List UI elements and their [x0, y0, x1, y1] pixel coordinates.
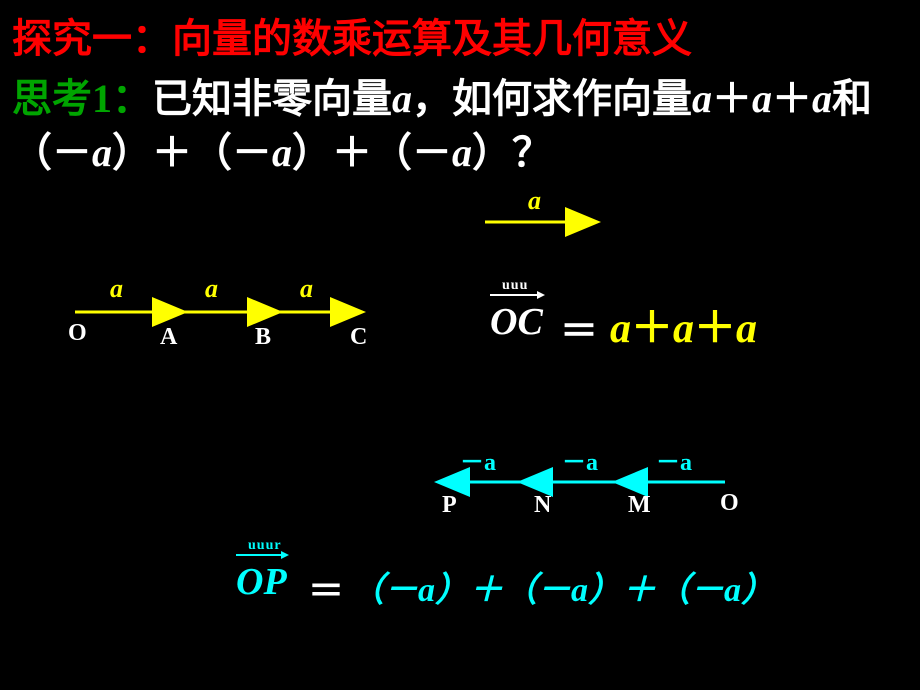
body-a1: a — [392, 76, 412, 121]
pt-B: B — [255, 324, 271, 351]
vec-op-text: OP — [236, 560, 287, 604]
vec-oc: OC — [490, 300, 543, 344]
neg3: －a — [656, 450, 692, 476]
eq1-a1: a — [610, 306, 631, 352]
eq1-a3: a — [736, 306, 757, 352]
triple-a-label-1: a — [110, 274, 123, 304]
triple-a-label-3: a — [300, 274, 313, 304]
eq2-eq: ＝ — [308, 562, 344, 614]
eq1-p1: ＋ — [631, 306, 673, 352]
single-vector-a — [0, 182, 920, 622]
neg-a-label-1: －a — [460, 442, 496, 477]
neg-a-label-2: －a — [562, 442, 598, 477]
body-a2: a — [692, 76, 712, 121]
eq2-rhs: （－a）＋（－a）＋（－a） — [350, 562, 775, 611]
eq1-rhs: a＋a＋a — [610, 294, 757, 355]
question-text: 思考1：已知非零向量a，如何求作向量a＋a＋a和（－a）＋（－a）＋（－a）？ — [0, 70, 920, 182]
uuu-oc: uuu — [502, 278, 528, 294]
body-plus1: ＋ — [712, 76, 752, 121]
body-a5: a — [92, 130, 112, 175]
vec-op: OP — [236, 560, 287, 604]
single-a-label: a — [528, 186, 541, 216]
body-a6: a — [272, 130, 292, 175]
eq1-p2: ＋ — [694, 306, 736, 352]
pt-O2: O — [720, 490, 739, 517]
eq1-a2: a — [673, 306, 694, 352]
body-p1: 已知非零向量 — [152, 76, 392, 121]
pt-N: N — [534, 492, 551, 519]
body-a4: a — [812, 76, 832, 121]
page-title: 探究一：向量的数乘运算及其几何意义 — [0, 0, 920, 70]
pt-A: A — [160, 324, 177, 351]
body-a3: a — [752, 76, 772, 121]
title-text: 探究一：向量的数乘运算及其几何意义 — [12, 16, 692, 61]
pt-O1: O — [68, 320, 87, 347]
body-p4: ）＋（－ — [292, 130, 452, 175]
uuu-op: uuur — [248, 538, 282, 554]
diagram-area: a a a a O A B C uuu OC ＝ a＋a＋a －a －a －a … — [0, 182, 920, 622]
body-a7: a — [452, 130, 472, 175]
neg-a-label-3: －a — [656, 442, 692, 477]
neg1: －a — [460, 450, 496, 476]
think-label: 思考1： — [12, 76, 152, 121]
body-p5: ）？ — [472, 130, 552, 175]
vec-oc-text: OC — [490, 300, 543, 344]
eq1-eq: ＝ — [560, 300, 598, 355]
pt-P: P — [442, 492, 457, 519]
body-plus2: ＋ — [772, 76, 812, 121]
body-p2: ，如何求作向量 — [412, 76, 692, 121]
triple-a-label-2: a — [205, 274, 218, 304]
body-p3: ）＋（－ — [112, 130, 272, 175]
neg2: －a — [562, 450, 598, 476]
pt-C: C — [350, 324, 367, 351]
pt-M: M — [628, 492, 651, 519]
